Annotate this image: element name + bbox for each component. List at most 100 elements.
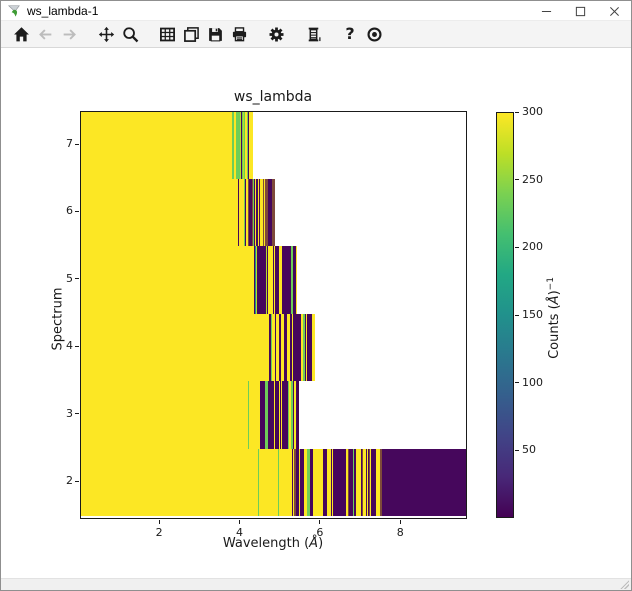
heatmap-stripe: [289, 313, 291, 382]
heatmap-stripe: [273, 178, 276, 247]
heatmap-stripe: [262, 246, 266, 314]
heatmap-stripe: [287, 381, 289, 449]
minimize-icon: [541, 10, 551, 12]
heatmap-segment: [277, 448, 280, 516]
heatmap-stripe: [247, 112, 249, 179]
home-button[interactable]: [9, 22, 33, 46]
heatmap-stripe: [293, 381, 295, 449]
back-icon: [38, 28, 51, 40]
x-tick-label: 8: [396, 526, 404, 539]
heatmap-segment: [81, 313, 268, 382]
heatmap-stripe: [248, 178, 251, 247]
heatmap-stripe: [306, 448, 310, 516]
heatmap-stripe: [300, 313, 303, 382]
close-button[interactable]: [597, 1, 631, 21]
heatmap-stripe: [255, 178, 257, 247]
heatmap-stripe: [245, 112, 248, 179]
heatmap-stripe: [271, 178, 274, 247]
minimize-button[interactable]: [529, 1, 563, 21]
zoom-to-rectangle-button[interactable]: [118, 22, 142, 46]
heatmap-stripe: [330, 448, 332, 516]
heatmap-stripe: [288, 313, 290, 382]
heatmap-stripe: [375, 448, 377, 516]
copy-figure-button[interactable]: [179, 22, 203, 46]
save-figure-button[interactable]: [203, 22, 227, 46]
axes-area[interactable]: [80, 111, 467, 519]
heatmap-stripe: [241, 112, 243, 179]
heatmap-stripe: [289, 381, 292, 449]
x-tick-mark: [158, 520, 160, 524]
heatmap-stripe: [366, 448, 368, 516]
app-icon: [6, 3, 22, 19]
heatmap-stripe: [312, 448, 314, 516]
heatmap-stripe: [284, 246, 286, 314]
zoom-icon: [122, 26, 138, 42]
heatmap-stripe: [234, 112, 237, 179]
help-button[interactable]: ?: [338, 22, 362, 46]
heatmap-stripe: [250, 112, 252, 179]
resize-grip[interactable]: [620, 580, 629, 589]
heatmap-stripe: [261, 381, 265, 449]
grid-toggle-button[interactable]: [155, 22, 179, 46]
heatmap-stripe: [314, 448, 316, 516]
heatmap-stripe: [311, 313, 315, 382]
heatmap-stripe: [265, 246, 267, 314]
back-button: [33, 22, 57, 46]
heatmap-stripe: [243, 112, 245, 179]
colorbar[interactable]: [496, 112, 514, 518]
close-icon: [609, 6, 619, 16]
heatmap-stripe: [258, 178, 260, 247]
heatmap-stripe: [268, 246, 272, 314]
heatmap-stripe: [297, 313, 299, 382]
heatmap-stripe: [371, 448, 375, 516]
maximize-button[interactable]: [563, 1, 597, 21]
heatmap-stripe: [348, 448, 350, 516]
heatmap-stripe: [343, 448, 346, 516]
heatmap-stripe: [346, 448, 349, 516]
heatmap-stripe: [345, 448, 347, 516]
heatmap-stripe: [287, 313, 289, 382]
heatmap-stripe: [315, 448, 319, 516]
heatmap-stripe: [368, 448, 370, 516]
heatmap-stripe: [258, 246, 260, 314]
gear-icon: [268, 26, 284, 42]
print-figure-button[interactable]: [227, 22, 251, 46]
heatmap-stripe: [253, 178, 255, 247]
heatmap-stripe: [277, 246, 280, 314]
heatmap-stripe: [367, 448, 369, 516]
heatmap-stripe: [244, 178, 246, 247]
observe-button[interactable]: [362, 22, 386, 46]
heatmap-stripe: [257, 246, 259, 314]
fit-button[interactable]: [301, 22, 325, 46]
heatmap-stripe: [279, 381, 281, 449]
heatmap-stripe: [269, 178, 271, 247]
heatmap-row: [81, 178, 466, 247]
heatmap-stripe: [271, 313, 273, 382]
heatmap-stripe: [274, 246, 276, 314]
heatmap-stripe: [360, 448, 362, 516]
heatmap-stripe: [299, 313, 301, 382]
heatmap-stripe: [254, 178, 256, 247]
heatmap-stripe: [305, 313, 307, 382]
heatmap-stripe: [241, 178, 244, 247]
fit-icon: [308, 27, 321, 41]
heatmap-stripe: [304, 313, 306, 382]
heatmap-stripe: [340, 448, 342, 516]
heatmap-stripe: [240, 112, 242, 179]
heatmap-stripe: [334, 448, 336, 516]
heatmap-stripe: [309, 313, 312, 382]
heatmap-stripe: [244, 112, 246, 179]
colorbar-tick-mark: [515, 314, 519, 316]
heatmap-stripe: [252, 178, 254, 247]
titlebar[interactable]: ws_lambda-1: [1, 1, 631, 21]
y-tick-mark: [75, 210, 79, 212]
heatmap-stripe: [273, 246, 275, 314]
heatmap-stripe: [254, 246, 256, 314]
heatmap-stripe: [298, 313, 300, 382]
x-tick-label: 6: [316, 526, 324, 539]
heatmap-stripe: [267, 178, 270, 247]
pan-button[interactable]: [94, 22, 118, 46]
heatmap-stripe: [370, 448, 372, 516]
heatmap-stripe: [298, 448, 300, 516]
customize-button[interactable]: [264, 22, 288, 46]
